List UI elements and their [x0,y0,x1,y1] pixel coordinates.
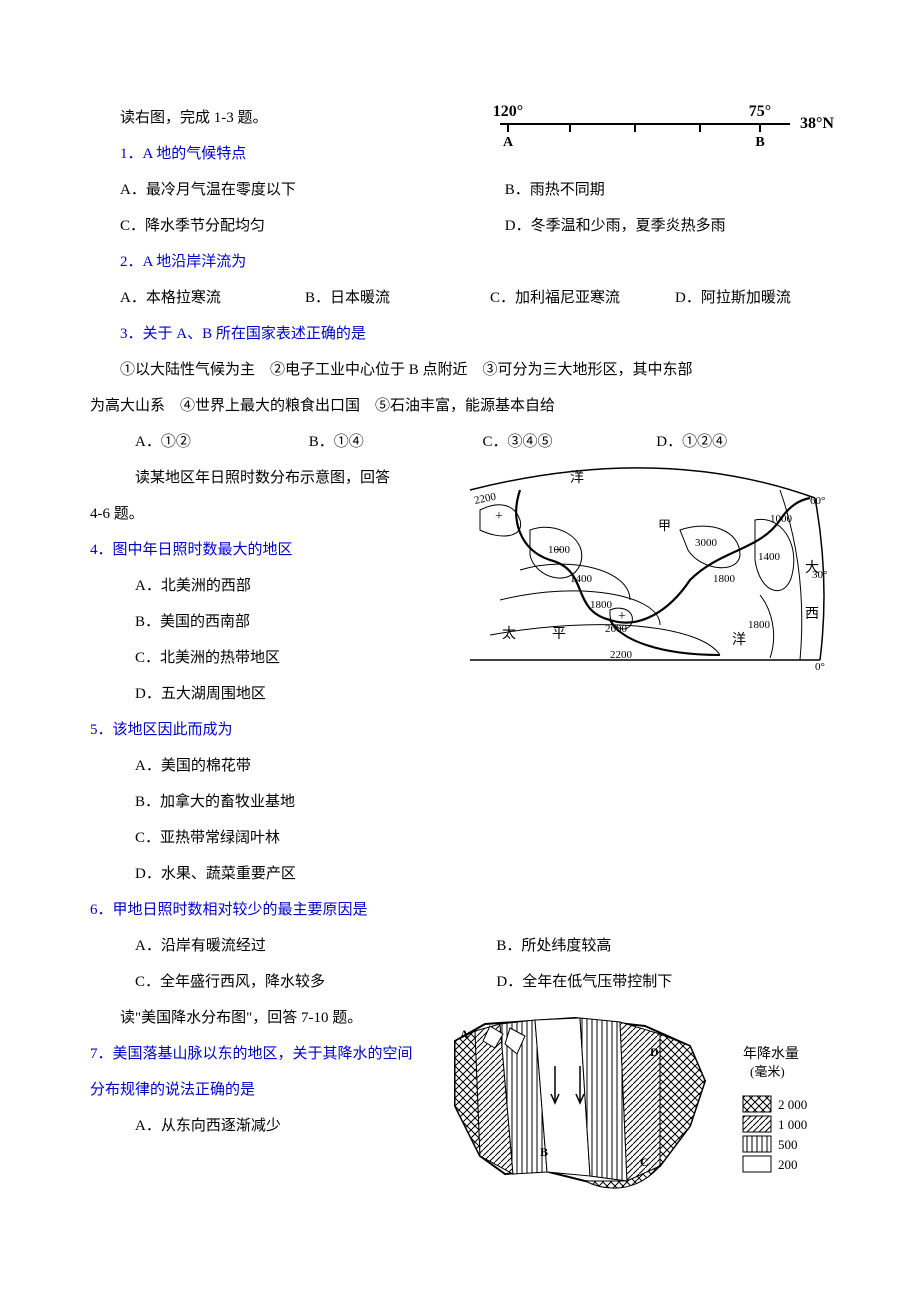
q6-opt-a: A．沿岸有暖流经过 [135,928,496,964]
q4-opt-a: A．北美洲的西部 [135,568,830,604]
intro-1: 读右图，完成 1-3 题。 [90,100,830,136]
q1-opt-d: D．冬季温和少雨，夏季炎热多雨 [475,208,830,244]
q4-stem: 4．图中年日照时数最大的地区 [90,532,830,568]
intro-2b: 4-6 题。 [90,496,830,532]
q1-opt-c: C．降水季节分配均匀 [90,208,475,244]
q5-stem: 5．该地区因此而成为 [90,712,830,748]
q5-opt-d: D．水果、蔬菜重要产区 [135,856,830,892]
q4-opt-d: D．五大湖周围地区 [135,676,830,712]
q3-opt-a: A．①② [135,424,309,460]
q2-opt-a: A．本格拉寒流 [90,280,275,316]
svg-text:B: B [540,1145,548,1159]
q7-stem-1: 7．美国落基山脉以东的地区，关于其降水的空间 [90,1036,830,1072]
q4-opt-c: C．北美洲的热带地区 [135,640,830,676]
q2-opt-c: C．加利福尼亚寒流 [460,280,645,316]
q1-opt-b: B．雨热不同期 [475,172,830,208]
svg-text:C: C [640,1155,649,1169]
q2-stem: 2．A 地沿岸洋流为 [90,244,830,280]
q3-stem: 3．关于 A、B 所在国家表述正确的是 [90,316,830,352]
q6-stem: 6．甲地日照时数相对较少的最主要原因是 [90,892,830,928]
intro-3: 读"美国降水分布图"，回答 7-10 题。 [90,1000,830,1036]
q3-opt-c: C．③④⑤ [483,424,657,460]
q7-stem-2: 分布规律的说法正确的是 [90,1072,830,1108]
q5-opt-c: C．亚热带常绿阔叶林 [135,820,830,856]
q6-opt-b: B．所处纬度较高 [496,928,830,964]
q7-opt-a: A．从东向西逐渐减少 [135,1108,830,1144]
intro-2a: 读某地区年日照时数分布示意图，回答 [90,460,830,496]
q6-opt-c: C．全年盛行西风，降水较多 [135,964,496,1000]
q3-opt-b: B．①④ [309,424,483,460]
q5-opt-a: A．美国的棉花带 [135,748,830,784]
q2-opt-b: B．日本暖流 [275,280,460,316]
section-q1-3: 120° 75° A B 38°N 读右图，完成 1-3 题。 1．A 地的气候… [90,100,830,460]
q2-opt-d: D．阿拉斯加暖流 [645,280,830,316]
q1-stem: 1．A 地的气候特点 [90,136,830,172]
q6-opt-d: D．全年在低气压带控制下 [496,964,830,1000]
q5-opt-b: B．加拿大的畜牧业基地 [135,784,830,820]
q1-opt-a: A．最冷月气温在零度以下 [90,172,475,208]
q3-sub1: ①以大陆性气候为主 ②电子工业中心位于 B 点附近 ③可分为三大地形区，其中东部 [90,352,830,388]
q4-opt-b: B．美国的西南部 [135,604,830,640]
q3-opt-d: D．①②④ [656,424,830,460]
q3-sub2: 为高大山系 ④世界上最大的粮食出口国 ⑤石油丰富，能源基本自给 [90,388,830,424]
svg-text:200: 200 [778,1157,798,1172]
